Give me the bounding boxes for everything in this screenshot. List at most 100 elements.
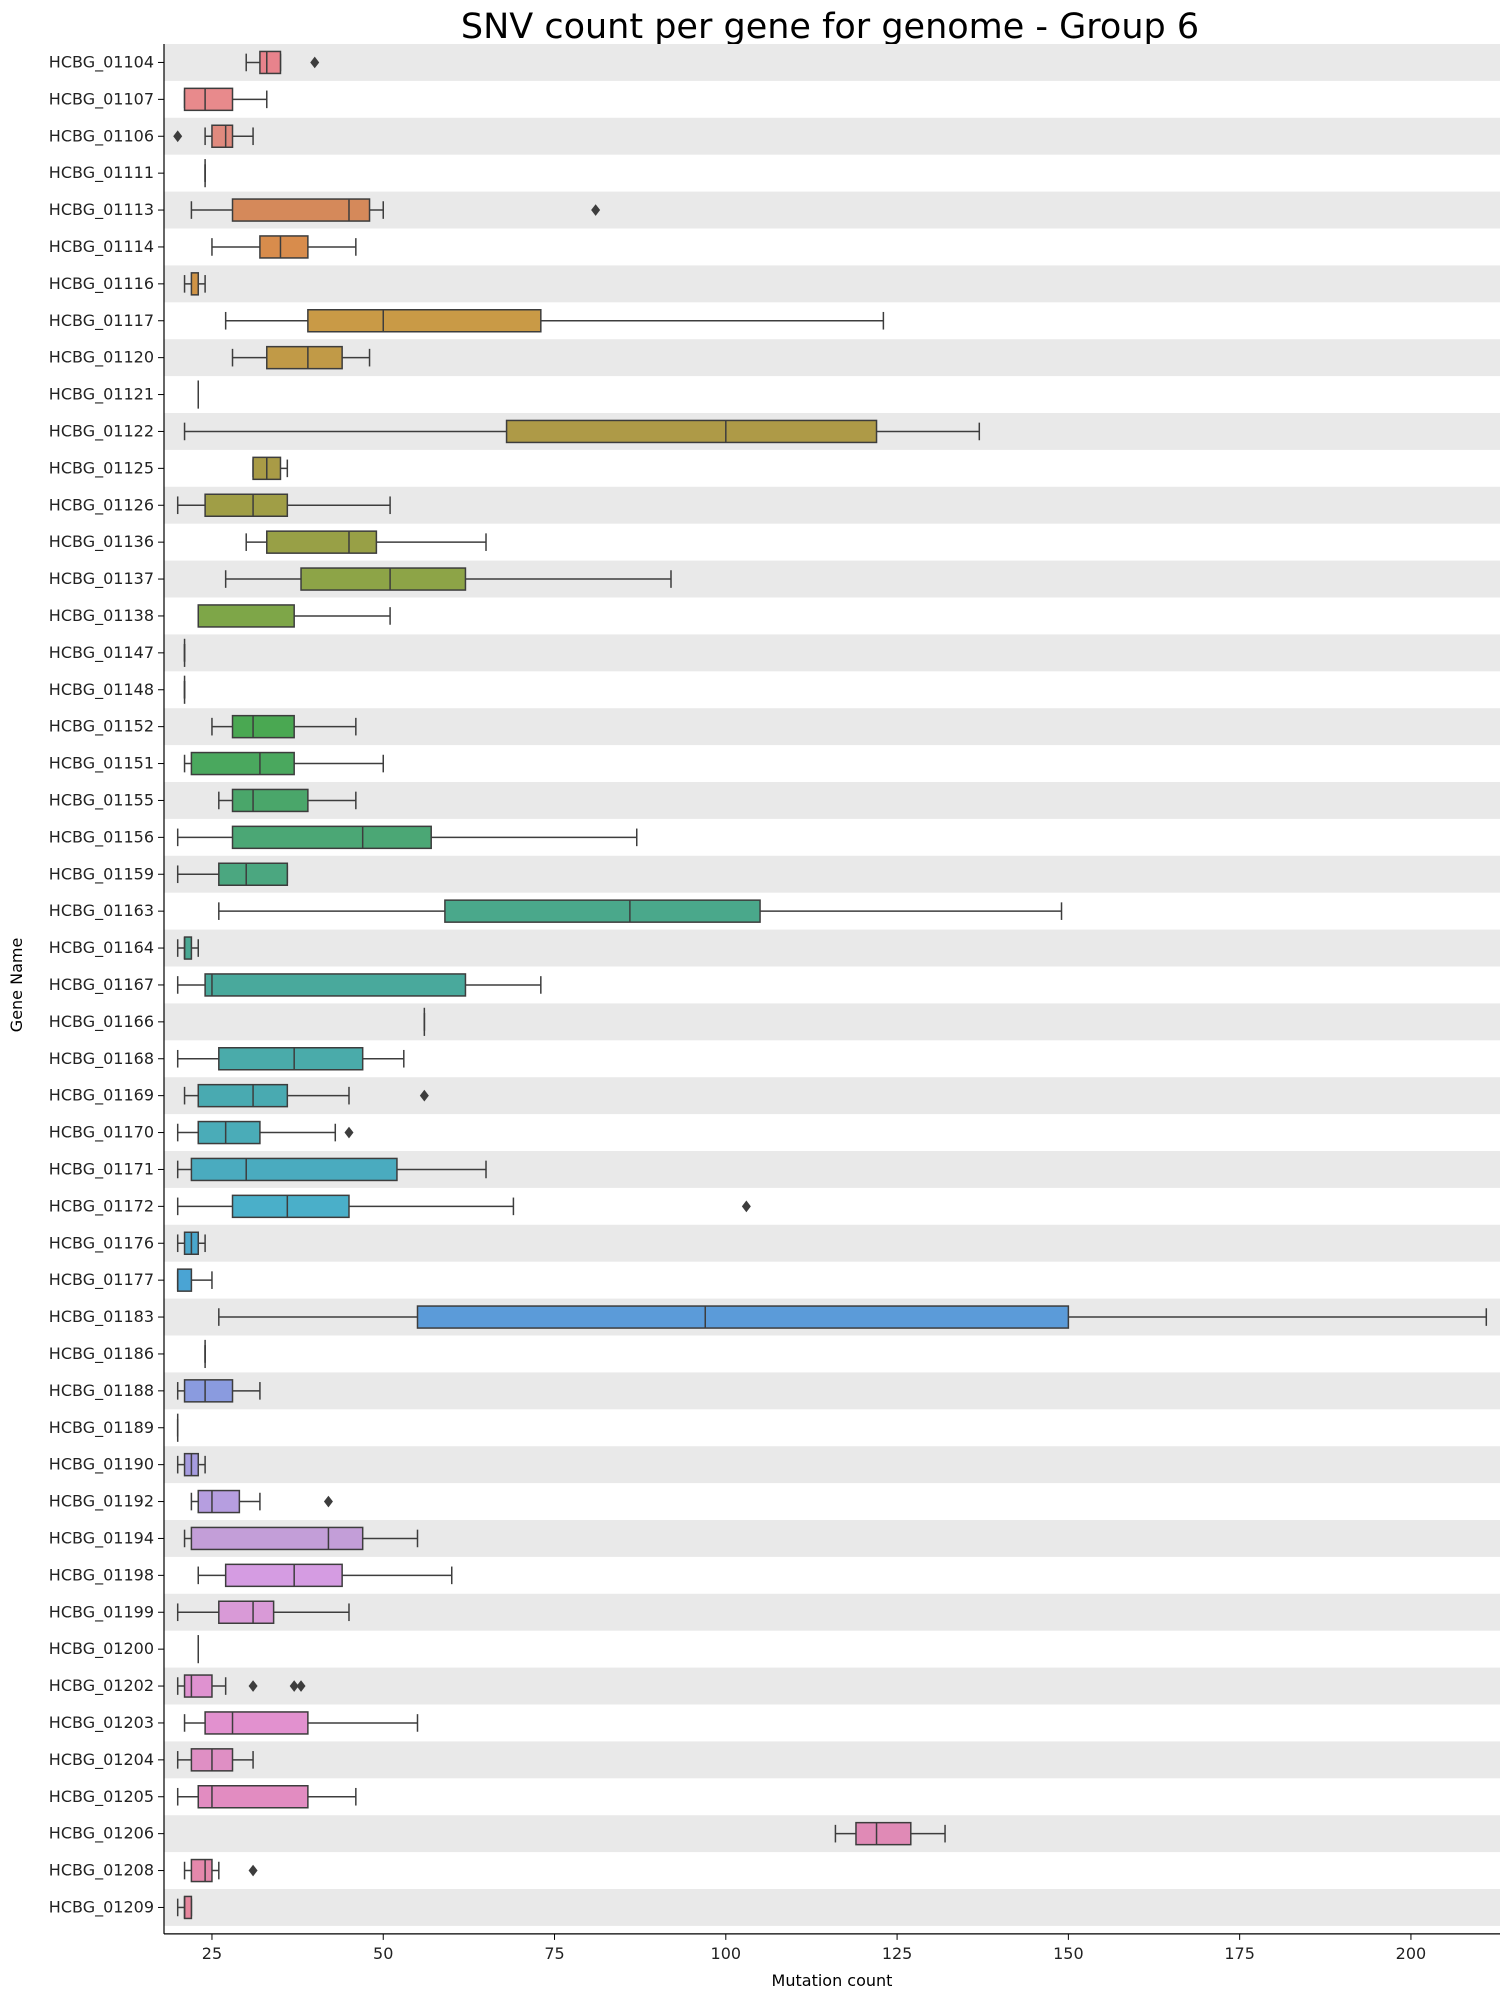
outlier-point [323,1495,333,1508]
iqr-box [266,345,343,370]
iqr-box [190,751,295,776]
row-band [164,1889,1500,1926]
x-axis-label: Mutation count [772,1971,893,1990]
box-HCBG_01107 [183,87,268,112]
iqr-box [218,862,289,886]
box-HCBG_01192 [190,1489,333,1514]
iqr-box [307,309,542,333]
y-tick-label: HCBG_01202 [49,1676,154,1696]
y-tick-label: HCBG_01171 [49,1159,154,1179]
row-band [164,1593,1500,1631]
row-band [164,44,1500,81]
y-tick-label: HCBG_01189 [49,1418,154,1438]
iqr-box [197,604,295,628]
y-tick-label: HCBG_01170 [49,1123,154,1143]
y-tick-label: HCBG_01204 [49,1750,154,1770]
outlier-point [741,1200,751,1213]
box-HCBG_01199 [176,1600,350,1624]
outlier-point [591,204,601,216]
iqr-box [231,714,295,739]
iqr-box [224,1563,343,1588]
y-tick-label: HCBG_01206 [49,1824,154,1844]
row-band [164,929,1500,967]
box-HCBG_01122 [183,419,981,444]
y-tick-label: HCBG_01111 [49,163,154,183]
outlier-point [248,1864,258,1877]
y-tick-label: HCBG_01167 [49,975,154,995]
row-band [164,1446,1500,1484]
iqr-box [266,530,378,554]
box-HCBG_01136 [245,530,487,554]
y-tick-label: HCBG_01168 [49,1049,154,1069]
box-HCBG_01170 [176,1120,354,1145]
iqr-box [197,1120,261,1145]
row-band [164,191,1500,229]
outlier-point [173,130,183,143]
box-HCBG_01204 [176,1748,254,1772]
iqr-box [211,124,234,148]
box-HCBG_01106 [173,124,254,148]
outlier-point [310,56,320,69]
box-HCBG_01172 [176,1194,751,1219]
box-HCBG_01198 [197,1563,453,1588]
row-band [164,1077,1500,1115]
row-band [164,1667,1500,1705]
iqr-box [190,1858,213,1883]
y-tick-label: HCBG_01148 [49,680,154,700]
box-HCBG_01171 [176,1157,487,1182]
y-tick-label: HCBG_01198 [49,1565,154,1585]
iqr-box [231,198,371,222]
y-tick-label: HCBG_01194 [49,1528,154,1548]
y-tick-label: HCBG_01121 [49,385,154,405]
axes [163,44,1500,1935]
box-HCBG_01206 [834,1821,946,1846]
box-HCBG_01188 [176,1379,261,1403]
row-band [164,1741,1500,1779]
box-HCBG_01114 [211,235,357,259]
row-band [164,1372,1500,1410]
iqr-box [231,825,432,850]
y-tick-label: HCBG_01172 [49,1196,154,1216]
row-band [164,708,1500,746]
box-HCBG_01138 [197,604,391,628]
outlier-point [296,1680,306,1692]
box-HCBG_01176 [176,1231,206,1255]
iqr-box [190,1157,398,1182]
x-tick-label: 25 [202,1944,222,1963]
box-HCBG_01183 [218,1305,1488,1329]
box-HCBG_01104 [245,50,320,75]
y-tick-label: HCBG_01136 [49,532,154,552]
iqr-box [183,1674,213,1698]
y-ticks: HCBG_01104 HCBG_01107 HCBG_01106 HCBG_01111… [49,52,164,1917]
box-HCBG_01190 [176,1452,206,1477]
iqr-box [197,1083,289,1108]
row-band [164,855,1500,893]
iqr-box [190,272,200,296]
row-band [164,339,1500,377]
y-tick-label: HCBG_01116 [49,274,154,294]
box-HCBG_01159 [176,862,289,886]
box-HCBG_01117 [224,309,885,333]
chart-title: SNV count per gene for genome - Group 6 [461,7,1199,47]
y-tick-label: HCBG_01126 [49,495,154,515]
row-band [164,634,1500,672]
row-band [164,782,1500,819]
box-HCBG_01167 [176,973,542,997]
iqr-box [183,87,234,112]
y-tick-label: HCBG_01199 [49,1602,154,1622]
box-HCBG_01168 [176,1047,405,1071]
box-HCBG_01156 [176,825,638,850]
y-tick-label: HCBG_01190 [49,1455,154,1475]
box-HCBG_01194 [183,1526,419,1551]
box-HCBG_01203 [183,1711,419,1735]
y-tick-label: HCBG_01104 [49,52,154,72]
y-tick-label: HCBG_01177 [49,1270,154,1290]
row-band [164,117,1500,155]
y-tick-label: HCBG_01138 [49,606,154,626]
row-band [164,265,1500,303]
box-HCBG_01120 [231,345,371,370]
x-tick-label: 200 [1396,1944,1427,1963]
y-tick-label: HCBG_01152 [49,717,154,737]
x-tick-label: 125 [882,1944,913,1963]
